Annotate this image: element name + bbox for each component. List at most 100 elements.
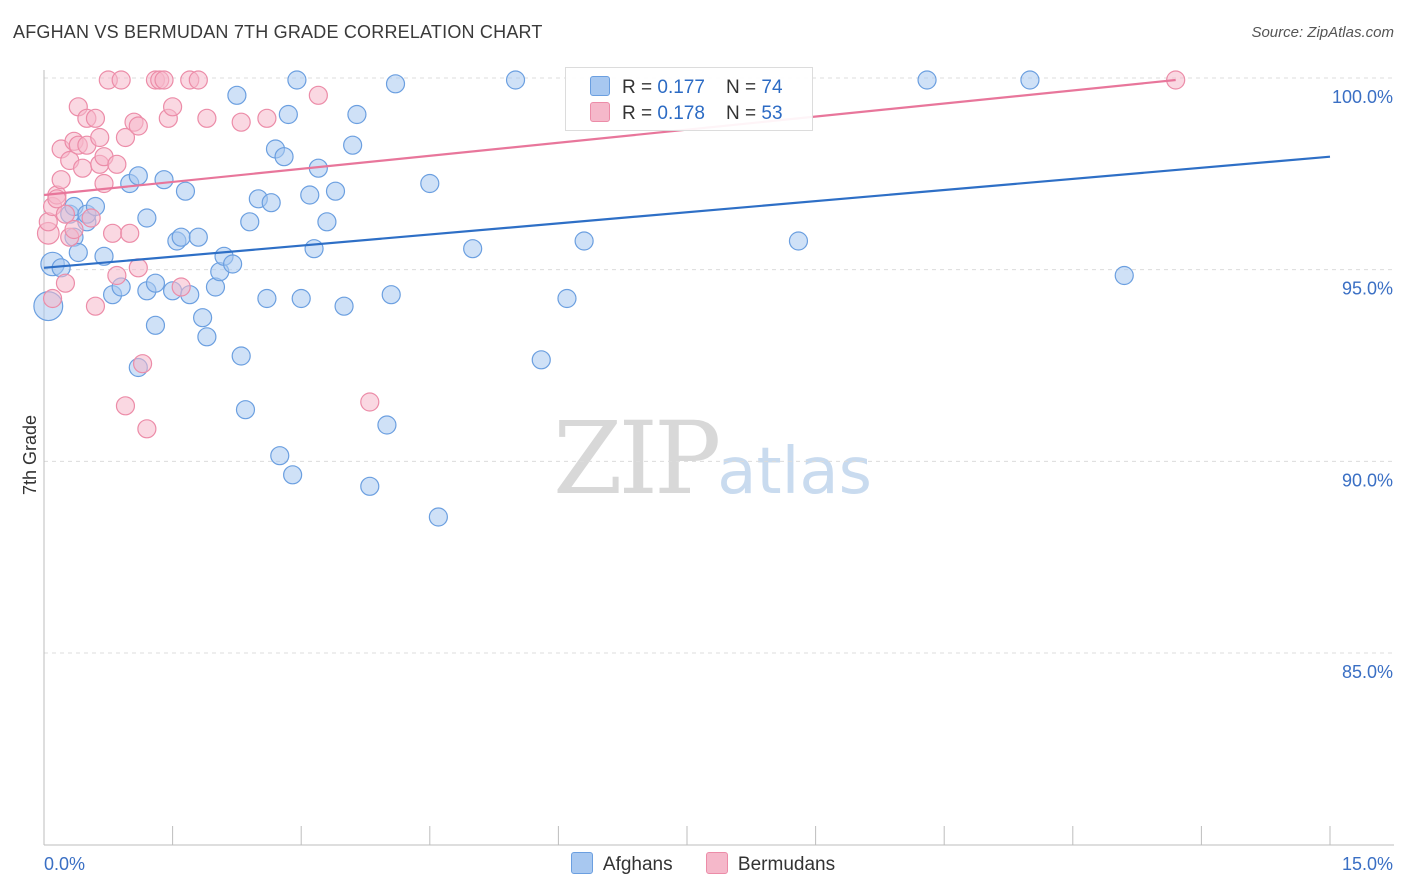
afghans-point: [274, 147, 294, 167]
bermudans-point: [188, 70, 208, 90]
bermudans-point: [102, 223, 123, 243]
bermudans-point: [90, 127, 110, 148]
watermark-zip: ZIP: [553, 400, 721, 517]
afghans-point: [231, 346, 251, 366]
bermudans-point: [231, 112, 251, 132]
y-tick-label: 100.0%: [1332, 87, 1393, 107]
source-credit: Source: ZipAtlas.com: [1251, 24, 1394, 41]
bermudans-n-label: N =: [726, 103, 762, 124]
afghans-point: [175, 181, 196, 201]
afghans-point: [557, 288, 577, 309]
afghans-point: [304, 239, 324, 259]
bermudans-point: [115, 127, 136, 148]
bermudans-r-value: 0.178: [657, 103, 705, 124]
afghans-point: [300, 185, 320, 205]
legend-label-bermudans: Bermudans: [737, 854, 836, 875]
afghans-point: [343, 135, 363, 155]
y-tick-label: 95.0%: [1342, 279, 1393, 299]
series-legend: Afghans Bermudans: [0, 852, 1406, 876]
afghans-point: [235, 400, 256, 420]
bermudans-point: [55, 204, 76, 224]
afghans-point: [193, 308, 213, 328]
bermudans-point: [128, 116, 148, 136]
afghans-point: [145, 315, 166, 335]
afghans-point: [360, 476, 380, 496]
bermudans-point: [120, 223, 140, 243]
afghans-point: [381, 285, 401, 305]
afghans-n-label: N =: [726, 77, 762, 98]
bermudans-point: [132, 354, 153, 374]
bermudans-point: [163, 97, 183, 117]
bermudans-point: [154, 70, 174, 90]
afghans-trend-line: [43, 155, 1331, 269]
x-tick-label: 15.0%: [1342, 854, 1393, 874]
bermudans-n-value: 53: [761, 103, 783, 124]
bermudans-point: [360, 392, 380, 412]
afghans-point: [227, 85, 247, 105]
afghans-point: [278, 104, 298, 125]
afghans-point: [137, 208, 157, 228]
bermudans-point: [111, 70, 131, 90]
legend-item-bermudans[interactable]: Bermudans: [705, 852, 836, 876]
bermudans-point: [115, 396, 136, 416]
bermudans-point: [107, 154, 127, 174]
afghans-r-label: R =: [622, 77, 658, 98]
afghans-r-value: 0.177: [657, 77, 705, 98]
watermark-atlas: atlas: [717, 435, 872, 509]
stats-row-bermudans: R = 0.178 N = 53: [590, 102, 783, 126]
bermudans-point: [257, 108, 277, 128]
afghans-point: [171, 227, 191, 247]
bermudans-point: [85, 108, 106, 128]
afghans-point: [223, 254, 243, 274]
bermudans-point: [107, 265, 127, 286]
afghans-n-value: 74: [761, 77, 783, 98]
afghans-point: [788, 231, 809, 251]
afghans-point: [154, 170, 174, 190]
bermudans-r-label: R =: [622, 103, 658, 124]
bermudans-point: [51, 170, 71, 190]
afghans-swatch: [590, 76, 610, 96]
legend-swatch-bermudans: [705, 852, 728, 874]
bermudans-point: [81, 208, 101, 228]
afghans-point: [325, 181, 346, 201]
bermudans-point: [55, 273, 76, 293]
y-tick-label: 85.0%: [1342, 662, 1393, 682]
afghans-point: [240, 212, 260, 232]
legend-label-afghans: Afghans: [602, 854, 673, 875]
afghans-point: [287, 70, 307, 90]
afghans-point: [188, 227, 208, 247]
bermudans-point: [137, 419, 157, 439]
afghans-point: [334, 296, 354, 316]
bermudans-swatch: [590, 102, 610, 122]
afghans-point: [257, 288, 277, 309]
afghans-point: [291, 288, 311, 309]
afghans-point: [94, 246, 114, 266]
bermudans-point: [42, 288, 63, 309]
watermark: ZIPatlas: [553, 400, 872, 517]
afghans-point: [420, 173, 440, 194]
bermudans-point: [64, 219, 84, 240]
afghans-point: [531, 350, 551, 370]
afghans-point: [377, 415, 397, 435]
afghans-point: [347, 104, 367, 125]
afghans-point: [1020, 70, 1040, 90]
afghans-point: [261, 193, 281, 213]
stats-row-afghans: R = 0.177 N = 74: [590, 76, 783, 100]
bermudans-point: [72, 158, 93, 178]
afghans-point: [917, 70, 937, 90]
bermudans-point: [171, 277, 191, 297]
afghans-point: [145, 273, 166, 293]
afghans-point: [197, 327, 217, 347]
y-tick-label: 90.0%: [1342, 470, 1393, 490]
x-tick-label: 0.0%: [44, 854, 85, 874]
y-axis-label: 7th Grade: [20, 415, 40, 495]
legend-item-afghans[interactable]: Afghans: [570, 852, 673, 876]
afghans-point: [270, 446, 290, 466]
afghans-point: [428, 507, 448, 527]
afghans-point: [574, 231, 594, 251]
afghans-point: [68, 242, 88, 263]
legend-swatch-afghans: [570, 852, 593, 874]
chart-title: AFGHAN VS BERMUDAN 7TH GRADE CORRELATION…: [13, 22, 543, 42]
afghans-point: [128, 166, 148, 186]
